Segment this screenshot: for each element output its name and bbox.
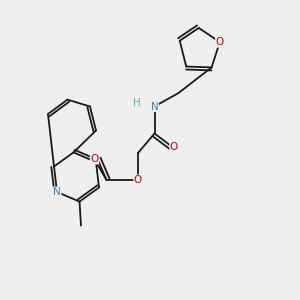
Text: H: H <box>133 98 140 109</box>
Text: O: O <box>90 154 99 164</box>
Text: N: N <box>53 187 61 197</box>
Text: O: O <box>216 37 224 47</box>
Text: O: O <box>170 142 178 152</box>
Text: N: N <box>151 101 158 112</box>
Text: O: O <box>134 175 142 185</box>
